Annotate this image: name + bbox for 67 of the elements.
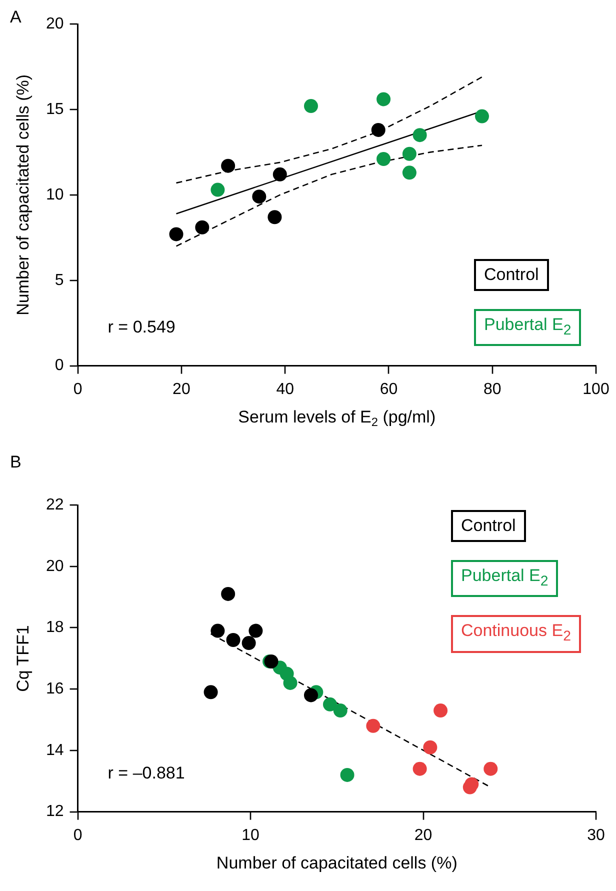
point [169, 227, 184, 242]
point [221, 158, 236, 173]
x-tick-label: 60 [380, 380, 398, 398]
y-axis-title: Number of capacitated cells (%) [14, 74, 33, 316]
text: Pubertal E$_{2}$ [451, 560, 558, 598]
point [248, 624, 263, 638]
y-tick-label: 20 [46, 558, 64, 575]
y-tick-label: 14 [46, 742, 64, 759]
point [242, 636, 256, 650]
point [474, 109, 489, 124]
point [340, 768, 354, 782]
y-tick-label: 5 [54, 272, 64, 289]
point [412, 128, 427, 142]
x-tick-label: 20 [172, 380, 190, 398]
y-tick-label: 0 [54, 357, 64, 374]
y-axis-title: Cq TFF1 [14, 625, 33, 692]
point [268, 210, 282, 224]
x-tick-label: 40 [276, 380, 294, 398]
point [252, 190, 266, 204]
point [412, 762, 427, 776]
point [402, 146, 416, 161]
point [423, 740, 438, 754]
point [210, 182, 225, 197]
point [304, 688, 318, 702]
x-tick-label: 0 [73, 380, 82, 398]
text: Continuous E$_{2}$ [451, 615, 581, 653]
x-tick-label: 10 [242, 826, 260, 844]
point [195, 220, 210, 234]
x-axis-title: Number of capacitated cells (%) [216, 853, 458, 872]
point [484, 762, 498, 776]
text: Pubertal E$_{2}$ [474, 308, 582, 346]
x-tick-label: 30 [587, 826, 605, 844]
point [366, 718, 380, 733]
y-tick-label: 22 [46, 496, 64, 514]
x-tick-label: 0 [73, 826, 82, 844]
point [376, 152, 391, 166]
y-tick-label: 20 [46, 15, 64, 32]
x-tick-label: 20 [414, 826, 432, 844]
point [464, 777, 479, 792]
line-series [176, 144, 483, 247]
y-tick-label: 18 [46, 619, 64, 636]
point [221, 586, 236, 601]
point [402, 166, 416, 180]
line-series [176, 76, 483, 184]
y-tick-label: 16 [46, 680, 64, 698]
point [434, 704, 448, 718]
annotation: r = 0.549 [108, 317, 176, 336]
point [226, 632, 240, 647]
text: Control [451, 510, 526, 542]
y-tick-label: 15 [46, 100, 64, 118]
chart-title: A [10, 8, 22, 27]
point [304, 99, 318, 114]
point [272, 167, 287, 182]
y-tick-label: 12 [46, 803, 64, 820]
point [333, 704, 348, 718]
x-tick-label: 80 [483, 380, 502, 398]
point [322, 697, 337, 712]
point [283, 676, 298, 690]
y-tick-label: 10 [46, 186, 64, 204]
point [210, 624, 225, 638]
chart-title: B [10, 452, 22, 472]
point [376, 92, 391, 106]
point [371, 122, 386, 137]
x-tick-label: 100 [582, 380, 610, 398]
point [204, 685, 218, 700]
text: Control [474, 258, 549, 291]
annotation: r = –0.881 [108, 763, 185, 782]
